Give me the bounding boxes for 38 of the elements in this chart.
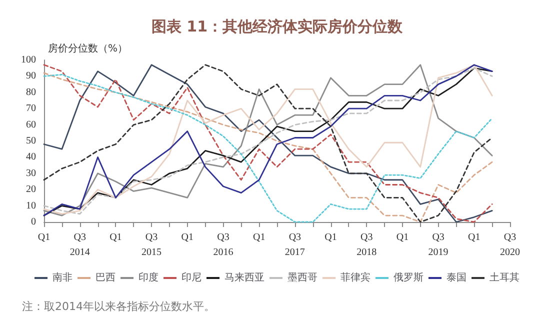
legend-label: 菲律宾 [340,272,370,284]
y-tick-label: 30 [26,168,36,179]
legend-label: 南非 [52,272,72,284]
legend-label: 巴西 [96,272,116,284]
x-tick-label: Q3 2016 [213,232,234,258]
x-tick-label: Q1 [252,232,266,243]
y-tick-label: 90 [26,70,36,82]
y-tick-label: 50 [26,136,36,146]
chart-title: 图表 11：其他经济体实际房价分位数 [151,18,404,36]
x-tick-label: Q1 [468,232,480,243]
y-axis-title: 房价分位数（%） [48,42,128,54]
legend-label: 印度 [138,272,158,284]
x-tick-label: Q3 2017 [284,232,305,258]
x-tick-label: Q3 2018 [356,232,377,258]
x-tick-label: Q3 2019 [428,232,448,258]
legend-label: 马来西亚 [224,272,264,284]
x-tick-label: Q1 [324,232,337,243]
y-tick-label: 20 [26,184,36,196]
legend-label: 泰国 [446,272,466,284]
x-tick-label: Q1 [110,232,122,243]
y-tick-label: 100 [21,54,36,66]
x-tick-label: Q1 [38,232,50,243]
y-tick-label: 10 [26,200,36,212]
legend-label: 墨西哥 [288,272,318,284]
y-tick-label: 80 [26,86,36,98]
legend-label: 土耳其 [490,272,520,284]
text: 注：取2014年以来各指标分位数水平。 [22,300,215,313]
y-tick-label: 40 [26,152,36,163]
x-tick-label: Q1 [181,232,194,243]
x-tick-label: Q1 [396,232,409,243]
y-tick-label: 0 [31,216,36,228]
x-tick-label: Q3 2015 [142,232,162,258]
y-tick-label: 70 [26,103,36,114]
y-tick-label: 60 [26,119,36,130]
x-tick-label: Q3 2020 [500,232,520,258]
x-tick-label: Q3 2014 [70,232,90,258]
legend-label: 印尼 [182,272,202,284]
legend-label: 俄罗斯 [394,272,424,284]
